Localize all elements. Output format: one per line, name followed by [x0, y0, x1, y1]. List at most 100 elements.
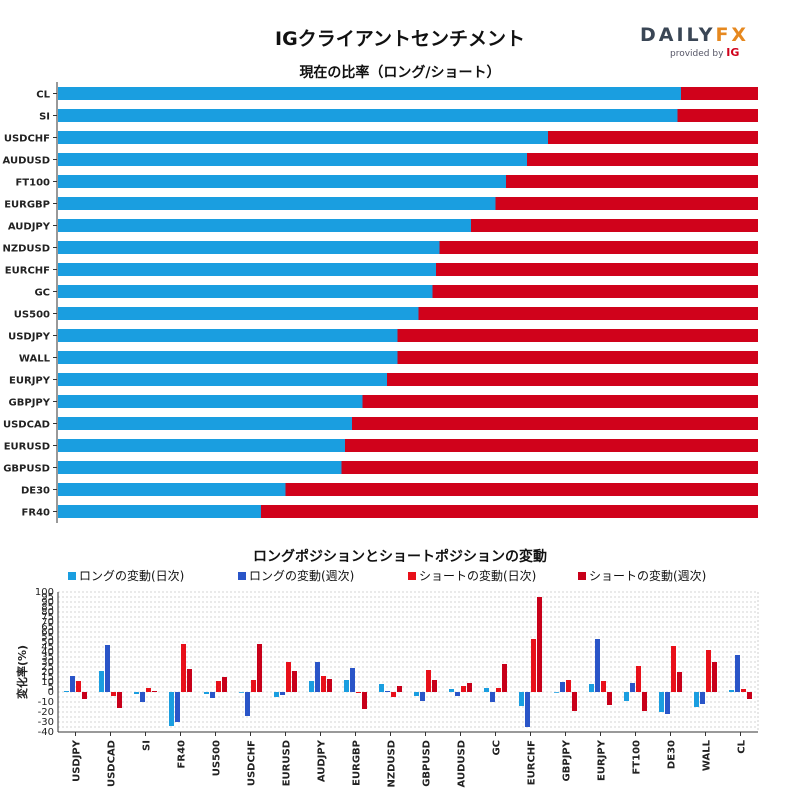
change-ytick-35: 35	[41, 652, 54, 663]
change-bar-usdchf-s2	[251, 680, 256, 692]
ratio-bar-long-usdcad	[58, 417, 352, 430]
ratio-bar-long-de30	[58, 483, 286, 496]
ratio-label-fr40: FR40	[22, 508, 50, 519]
change-bar-si-s0	[134, 692, 139, 694]
change-ytick-75: 75	[41, 612, 54, 623]
ratio-label-de30: DE30	[21, 486, 50, 497]
change-bar-fr40-s2	[181, 644, 186, 692]
change-bar-wall-s3	[712, 662, 717, 692]
legend-item-short-daily[interactable]: ショートの変動(日次)	[408, 567, 536, 584]
change-bar-usdchf-s0	[239, 692, 244, 693]
ratio-label-us500: US500	[14, 310, 50, 321]
change-xlabel-gc: GC	[492, 740, 503, 756]
ratio-bar-long-cl	[58, 87, 681, 100]
legend-swatch-short-weekly	[578, 571, 586, 580]
ratio-bar-long-gbpjpy	[58, 395, 363, 408]
ratio-label-gbpusd: GBPUSD	[3, 464, 50, 475]
ratio-label-cl: CL	[36, 90, 50, 101]
ratio-bar-long-gc	[58, 285, 433, 298]
ratio-bar-short-gbpusd	[341, 461, 758, 474]
change-ytick--30: -30	[38, 717, 54, 728]
ratio-label-gc: GC	[34, 288, 50, 299]
ratio-bar-long-nzdusd	[58, 241, 440, 254]
logo-wordmark: DAILYFX	[640, 24, 750, 46]
change-xlabel-audjpy: AUDJPY	[317, 739, 328, 782]
change-chart-legend: ロングの変動(日次) ロングの変動(週次) ショートの変動(日次) ショートの変…	[60, 567, 760, 583]
change-bar-audjpy-s2	[321, 676, 326, 692]
change-xlabel-eurusd: EURUSD	[282, 740, 293, 786]
change-bar-ft100-s1	[630, 683, 635, 692]
ratio-bar-short-de30	[285, 483, 758, 496]
ratio-bar-long-fr40	[58, 505, 261, 518]
legend-swatch-long-weekly	[238, 571, 246, 580]
change-bar-ft100-s0	[624, 692, 629, 701]
change-bar-eurchf-s1	[525, 692, 530, 727]
change-bar-gbpusd-s1	[420, 692, 425, 701]
change-bar-eurchf-s0	[519, 692, 524, 706]
change-bar-si-s1	[140, 692, 145, 702]
change-xlabel-usdcad: USDCAD	[107, 740, 118, 787]
change-xlabel-nzdusd: NZDUSD	[387, 740, 398, 788]
change-bar-eurusd-s3	[292, 671, 297, 692]
change-bar-nzdusd-s1	[385, 691, 390, 692]
change-bar-audusd-s0	[449, 689, 454, 692]
change-bar-cl-s2	[741, 689, 746, 692]
change-xlabel-usdchf: USDCHF	[247, 740, 258, 786]
ratio-bar-long-eurchf	[58, 263, 436, 276]
ratio-bar-short-eurchf	[436, 263, 758, 276]
ratio-bar-short-us500	[418, 307, 758, 320]
change-bar-gbpusd-s3	[432, 680, 437, 692]
change-ytick-5: 5	[48, 682, 54, 693]
change-bar-usdchf-s3	[257, 644, 262, 692]
change-y-axis-label: 変化率(%)	[15, 645, 29, 699]
ratio-bar-short-usdchf	[548, 131, 758, 144]
change-bar-fr40-s0	[169, 692, 174, 726]
ratio-bar-long-audusd	[58, 153, 527, 166]
ratio-label-gbpjpy: GBPJPY	[9, 398, 51, 409]
ratio-bar-long-ft100	[58, 175, 506, 188]
change-bar-wall-s2	[706, 650, 711, 692]
change-ytick-80: 80	[41, 607, 54, 618]
ratio-bar-long-si	[58, 109, 678, 122]
ratio-label-ft100: FT100	[15, 178, 50, 189]
ratio-label-si: SI	[39, 112, 50, 123]
change-bar-gbpjpy-s0	[554, 692, 559, 693]
legend-item-long-weekly[interactable]: ロングの変動(週次)	[238, 567, 354, 584]
change-xlabel-de30: DE30	[667, 740, 678, 769]
logo-fx: FX	[715, 24, 750, 46]
ratio-bar-short-eurjpy	[387, 373, 758, 386]
change-bar-usdcad-s1	[105, 645, 110, 692]
change-ytick-25: 25	[41, 662, 54, 673]
change-ytick-95: 95	[41, 592, 54, 603]
ratio-bar-short-eurgbp	[495, 197, 758, 210]
ratio-label-eurjpy: EURJPY	[9, 376, 51, 387]
change-bar-audusd-s2	[461, 686, 466, 692]
change-bar-eurgbp-s0	[344, 680, 349, 692]
change-xlabel-audusd: AUDUSD	[457, 740, 468, 787]
change-ytick-40: 40	[41, 647, 54, 658]
ratio-label-eurgbp: EURGBP	[4, 200, 50, 211]
change-bar-de30-s3	[677, 672, 682, 692]
logo-provided: provided by	[670, 49, 724, 59]
legend-item-short-weekly[interactable]: ショートの変動(週次)	[578, 567, 706, 584]
legend-item-long-daily[interactable]: ロングの変動(日次)	[68, 567, 184, 584]
change-bar-usdcad-s0	[99, 671, 104, 692]
change-bar-nzdusd-s3	[397, 686, 402, 692]
change-bar-eurchf-s3	[537, 597, 542, 692]
change-bar-usdcad-s3	[117, 692, 122, 708]
change-bar-cl-s3	[747, 692, 752, 699]
ratio-label-eurchf: EURCHF	[5, 266, 50, 277]
change-bar-audjpy-s1	[315, 662, 320, 692]
change-xlabel-eurchf: EURCHF	[527, 740, 538, 785]
change-bar-gc-s3	[502, 664, 507, 692]
change-chart-title: ロングポジションとショートポジションの変動	[253, 549, 547, 565]
change-bar-us500-s0	[204, 692, 209, 694]
change-bar-fr40-s3	[187, 669, 192, 692]
ratio-bar-long-wall	[58, 351, 398, 364]
change-bar-us500-s2	[216, 681, 221, 692]
change-bar-fr40-s1	[175, 692, 180, 722]
change-ytick-90: 90	[41, 597, 54, 608]
change-ytick-15: 15	[41, 672, 54, 683]
change-bar-nzdusd-s2	[391, 692, 396, 697]
